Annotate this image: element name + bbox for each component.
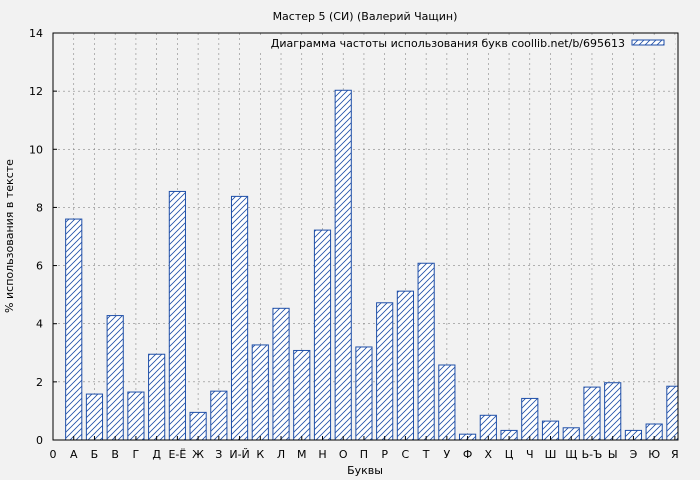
x-tick-label: Б <box>91 448 99 461</box>
bar-Н <box>313 229 332 441</box>
y-tick-label: 2 <box>36 376 43 389</box>
bar-Г <box>127 391 145 441</box>
bar-С <box>396 290 414 441</box>
y-tick-label: 8 <box>36 201 43 214</box>
chart-title: Мастер 5 (СИ) (Валерий Чащин) <box>273 10 458 23</box>
bar-М <box>293 349 311 441</box>
x-tick-label: Ц <box>505 448 514 461</box>
x-origin-label: 0 <box>50 448 57 461</box>
x-tick-label: Ш <box>545 448 557 461</box>
bar-Д <box>148 353 166 441</box>
legend: Диаграмма частоты использования букв coo… <box>240 35 675 51</box>
bar-Л <box>272 307 290 441</box>
x-tick-label: Е-Ё <box>168 448 186 461</box>
x-tick-label: Ф <box>463 448 472 461</box>
x-tick-label: В <box>111 448 119 461</box>
bar-У <box>438 364 456 441</box>
bar-О <box>334 89 352 441</box>
x-tick-label: Ж <box>192 448 204 461</box>
bar-Р <box>376 302 394 441</box>
y-tick-label: 0 <box>36 434 43 447</box>
bar-Ж <box>189 411 207 441</box>
x-tick-label: И-Й <box>229 448 249 461</box>
x-tick-label: М <box>297 448 307 461</box>
y-axis-label: % использования в тексте <box>3 159 16 313</box>
x-tick-label: Т <box>422 448 430 461</box>
grid-lines <box>53 33 678 440</box>
bar-Ь-Ъ <box>583 386 601 441</box>
bar-Е-Ё <box>168 190 186 441</box>
legend-swatch <box>631 39 665 46</box>
y-tick-label: 12 <box>29 85 43 98</box>
x-tick-label: Х <box>485 448 493 461</box>
x-tick-label: Н <box>318 448 326 461</box>
x-tick-label: А <box>70 448 78 461</box>
plot-frame <box>52 32 679 441</box>
bar-З <box>210 390 228 441</box>
bar-К <box>251 344 269 441</box>
x-axis-ticks: А Б В Г Д Е-Ё Ж З И-Й К Л М Н О П Р С Т У Ф Х Ц Ч Ш Щ Ь-Ъ Ы Э Ю Я <box>70 436 679 461</box>
bar-П <box>355 346 373 441</box>
x-tick-label: О <box>339 448 348 461</box>
x-tick-label: Я <box>671 448 679 461</box>
bar-Я <box>666 385 679 441</box>
legend-box <box>240 35 675 51</box>
y-tick-label: 14 <box>29 27 43 40</box>
y-axis-ticks: 0 2 4 6 8 10 12 14 <box>29 27 57 447</box>
x-tick-label: Д <box>152 448 161 461</box>
bar-И-Й <box>230 195 249 441</box>
x-tick-label: Ч <box>526 448 534 461</box>
x-tick-label: С <box>402 448 410 461</box>
x-tick-label: З <box>215 448 222 461</box>
x-tick-label: Ю <box>648 448 660 461</box>
x-tick-label: Р <box>381 448 388 461</box>
x-tick-label: Э <box>630 448 638 461</box>
x-tick-label: Щ <box>565 448 577 461</box>
bar-А <box>65 218 83 441</box>
bar-Т <box>417 262 435 441</box>
x-tick-label: Л <box>277 448 285 461</box>
legend-label: Диаграмма частоты использования букв coo… <box>271 37 625 50</box>
x-tick-label: Г <box>133 448 140 461</box>
bar-Б <box>85 393 104 441</box>
y-tick-label: 10 <box>29 143 43 156</box>
x-tick-label: Ы <box>608 448 618 461</box>
x-tick-label: У <box>444 448 451 461</box>
y-tick-label: 6 <box>36 260 43 273</box>
x-axis-label: Буквы <box>347 464 383 477</box>
x-tick-label: П <box>360 448 368 461</box>
bar-Ы <box>604 382 622 441</box>
x-tick-label: К <box>256 448 264 461</box>
bar-Ч <box>521 397 539 441</box>
x-tick-label: Ь-Ъ <box>582 448 603 461</box>
bar-В <box>106 315 124 441</box>
y-tick-label: 4 <box>36 318 43 331</box>
